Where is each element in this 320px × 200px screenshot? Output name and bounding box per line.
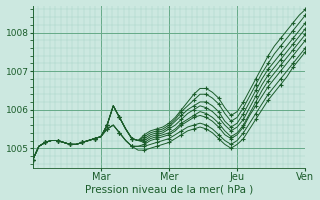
X-axis label: Pression niveau de la mer( hPa ): Pression niveau de la mer( hPa ) [85, 184, 253, 194]
